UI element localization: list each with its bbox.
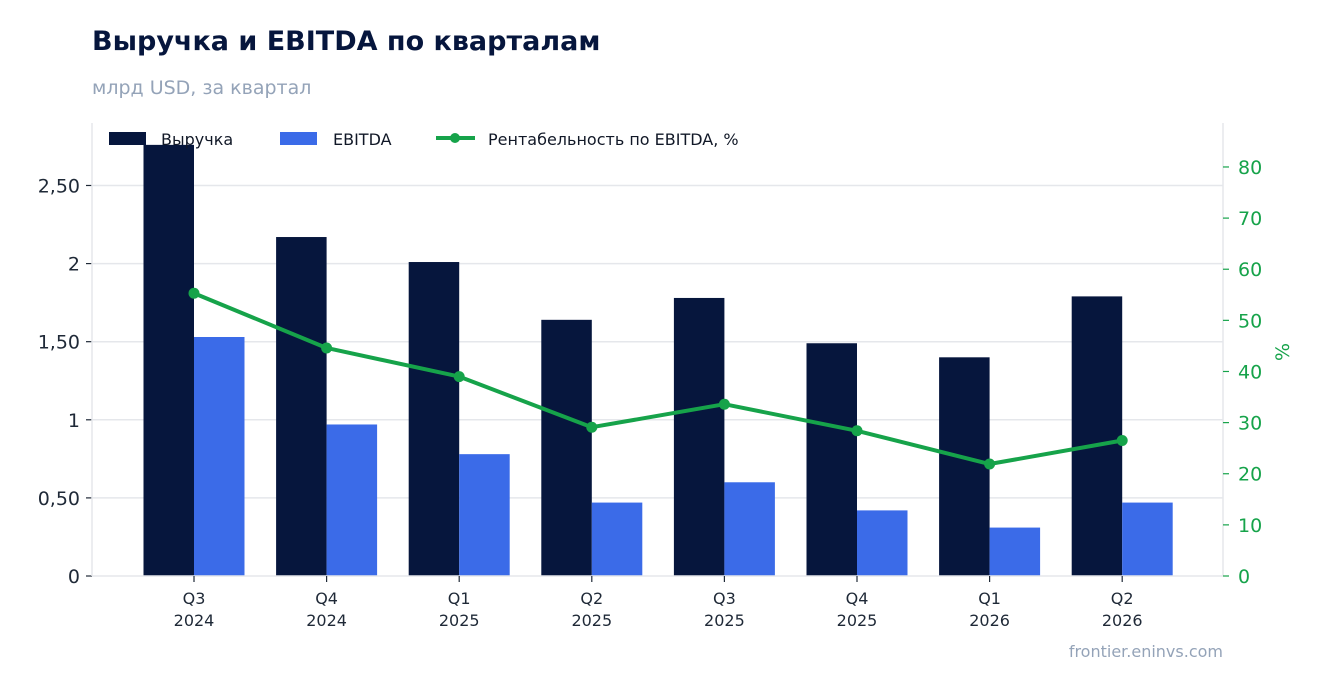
x-tick-label-quarter: Q4 — [846, 589, 869, 608]
legend-swatch-ebitda — [280, 132, 317, 145]
x-tick-label-quarter: Q2 — [580, 589, 603, 608]
x-tick-label-year: 2025 — [837, 611, 878, 630]
y-left-tick-label: 1,50 — [38, 332, 80, 354]
y-left-tick-label: 0 — [68, 566, 80, 588]
y-right-tick-label: 40 — [1238, 361, 1262, 383]
revenue-bar — [939, 357, 990, 576]
x-tick-label-year: 2026 — [969, 611, 1010, 630]
margin-point — [1116, 435, 1128, 447]
x-tick-label-year: 2025 — [704, 611, 745, 630]
revenue-bar — [673, 297, 725, 576]
margin-point — [453, 371, 465, 383]
bars-group — [143, 144, 1173, 577]
margin-point — [718, 398, 730, 410]
y-left-tick-label: 0,50 — [38, 488, 80, 510]
revenue-bar — [806, 343, 857, 576]
legend: Выручка EBITDA Рентабельность по EBITDA, % — [109, 130, 739, 149]
revenue-bar — [541, 319, 592, 576]
y-left-tick-label: 1 — [68, 410, 80, 432]
y-right-tick-label: 0 — [1238, 566, 1250, 588]
y-right-tick-label: 20 — [1238, 464, 1262, 486]
x-tick-label-year: 2025 — [439, 611, 480, 630]
ebitda-bar — [591, 502, 643, 576]
x-tick-label-quarter: Q1 — [448, 589, 471, 608]
ebitda-bar — [857, 510, 908, 576]
source-label: frontier.eninvs.com — [1068, 642, 1223, 661]
chart-title: Выручка и EBITDA по кварталам — [92, 26, 601, 57]
y-left-tick-label: 2 — [68, 254, 80, 276]
x-tick-label-year: 2024 — [306, 611, 347, 630]
y-right-tick-label: 70 — [1238, 208, 1262, 230]
chart-subtitle: млрд USD, за квартал — [92, 77, 312, 99]
margin-point — [586, 421, 598, 433]
ebitda-bar — [724, 482, 775, 576]
axes-group: 0 0,50 1 1,50 2 2,50 0 10 20 30 40 50 60 70 80% Q3 2024 Q… — [38, 123, 1294, 630]
x-tick-label-quarter: Q1 — [978, 589, 1001, 608]
y-right-tick-label: 50 — [1238, 310, 1262, 332]
ebitda-bar — [989, 527, 1041, 576]
x-tick-label-year: 2024 — [174, 611, 215, 630]
margin-point — [984, 458, 996, 470]
y-left-tick-label: 2,50 — [38, 175, 80, 197]
revenue-bar — [143, 144, 194, 577]
y-right-tick-label: 10 — [1238, 515, 1262, 537]
ebitda-bar — [194, 337, 245, 576]
margin-line-group — [188, 287, 1128, 470]
legend-label-revenue: Выручка — [161, 130, 233, 149]
x-tick-label-quarter: Q4 — [315, 589, 338, 608]
legend-label-margin: Рентабельность по EBITDA, % — [488, 130, 739, 149]
legend-swatch-revenue — [109, 132, 146, 145]
legend-label-ebitda: EBITDA — [333, 130, 392, 149]
ebitda-bar — [459, 454, 510, 576]
y-right-tick-label: 60 — [1238, 259, 1262, 281]
ebitda-bar — [1122, 502, 1173, 576]
margin-point — [321, 342, 333, 354]
ebitda-bar — [326, 424, 378, 576]
y-right-axis-label: % — [1272, 343, 1294, 361]
margin-point — [851, 425, 863, 437]
revenue-bar — [408, 262, 460, 576]
x-tick-label-quarter: Q2 — [1111, 589, 1134, 608]
legend-marker-margin — [450, 133, 460, 143]
y-right-tick-label: 80 — [1238, 157, 1262, 179]
margin-point — [188, 287, 200, 299]
x-tick-label-year: 2025 — [571, 611, 612, 630]
x-tick-label-quarter: Q3 — [183, 589, 206, 608]
x-tick-label-year: 2026 — [1102, 611, 1143, 630]
y-right-tick-label: 30 — [1238, 413, 1262, 435]
x-tick-label-quarter: Q3 — [713, 589, 736, 608]
revenue-bar — [276, 237, 327, 576]
revenue-bar — [1071, 296, 1123, 576]
margin-line — [192, 291, 1125, 467]
